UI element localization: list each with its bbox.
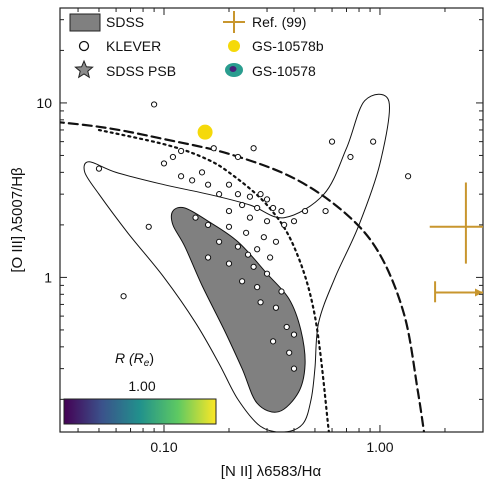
klever-point [225,207,233,215]
klever-point [370,138,377,145]
klever-point [234,153,242,161]
x-tick-label: 1.00 [366,439,393,455]
ref99-errorbar [434,281,483,303]
klever-point [290,365,298,372]
y-tick-label: 10 [36,95,52,111]
klever-point [283,323,290,331]
klever-point [204,221,212,228]
legend-label-ref99: Ref. (99) [252,14,306,30]
legend-label-sdss: SDSS [106,14,144,30]
legend: SDSS KLEVER SDSS PSB Ref. (99) GS-10578b… [69,11,324,79]
klever-point [278,288,285,295]
klever-point [254,283,261,291]
klever-point [272,238,280,245]
klever-point [177,147,185,155]
klever-point [239,278,246,285]
klever-point [254,246,261,253]
klever-point [192,214,199,221]
axis-ticks: 0.10 1.00 1 10 [36,8,484,455]
legend-star-icon [74,59,94,79]
legend-open-circle-icon [78,40,90,52]
ref99-limit-arrow [475,288,483,297]
klever-point [160,160,168,167]
colorbar-gradient [63,398,217,425]
klever-point [234,243,242,250]
klever-point [269,204,277,212]
klever-point [257,299,264,306]
klever-point [347,153,354,161]
klever-point [250,145,257,152]
klever-point [204,254,212,261]
klever-point [198,169,206,176]
legend-swatch-sdss [69,13,101,32]
x-tick-label: 0.10 [150,439,177,455]
legend-cross-icon [223,11,245,33]
klever-point [250,263,257,270]
data-points [95,101,483,372]
dashed-demarcation-line [60,121,426,432]
legend-label-gs10578b: GS-10578b [252,38,324,54]
klever-point [405,173,412,180]
klever-point [254,204,261,212]
klever-point [257,191,264,198]
colorbar-tick-label: 1.00 [128,378,155,394]
klever-point [234,191,242,198]
klever-point [225,260,233,267]
klever-point [290,331,298,338]
klever-point [216,191,223,198]
gs10578b-point [197,124,213,140]
klever-point [246,193,254,200]
klever-point [290,218,298,225]
klever-point [225,181,233,188]
legend-label-gs10578: GS-10578 [252,63,316,79]
klever-point [177,173,185,180]
klever-point [216,238,223,245]
ref99-errorbar [429,182,483,264]
demarcation-lines [60,121,426,432]
plot-frame [59,7,484,433]
klever-point [151,101,158,108]
y-axis-title: [O III] λ5007/Hβ [9,167,26,273]
sdss-inner-region [170,206,306,413]
sdss-regions [83,93,390,432]
x-axis-title: [N II] λ6583/Hα [221,463,322,480]
klever-point [263,218,271,225]
colorbar-label: R (Re) [115,350,154,369]
klever-point [301,207,309,215]
klever-point [210,145,217,152]
klever-point [263,270,271,277]
klever-point [189,177,196,184]
klever-point [322,207,329,215]
legend-ring-icon [225,63,243,77]
klever-point [169,153,177,161]
klever-point [239,201,246,209]
klever-point [269,338,277,345]
legend-label-klever: KLEVER [106,38,161,54]
klever-point [281,221,288,228]
sdss-outer-contour [83,93,390,432]
klever-point [244,251,252,258]
klever-point [286,349,293,356]
legend-yellow-dot-icon [228,40,240,52]
klever-point [267,254,274,261]
y-tick-label: 1 [44,269,52,285]
klever-point [246,214,254,221]
klever-point [243,229,250,236]
klever-point [272,304,280,311]
klever-point [145,223,152,230]
klever-point [225,223,233,230]
legend-label-sdss-psb: SDSS PSB [106,63,176,79]
klever-point [204,181,212,188]
colorbar: R (Re) 1.00 [63,350,217,425]
klever-point [328,138,336,145]
klever-point [263,196,271,203]
klever-point [278,207,285,215]
klever-point [95,165,103,172]
klever-point [120,293,127,300]
klever-point [260,234,267,241]
